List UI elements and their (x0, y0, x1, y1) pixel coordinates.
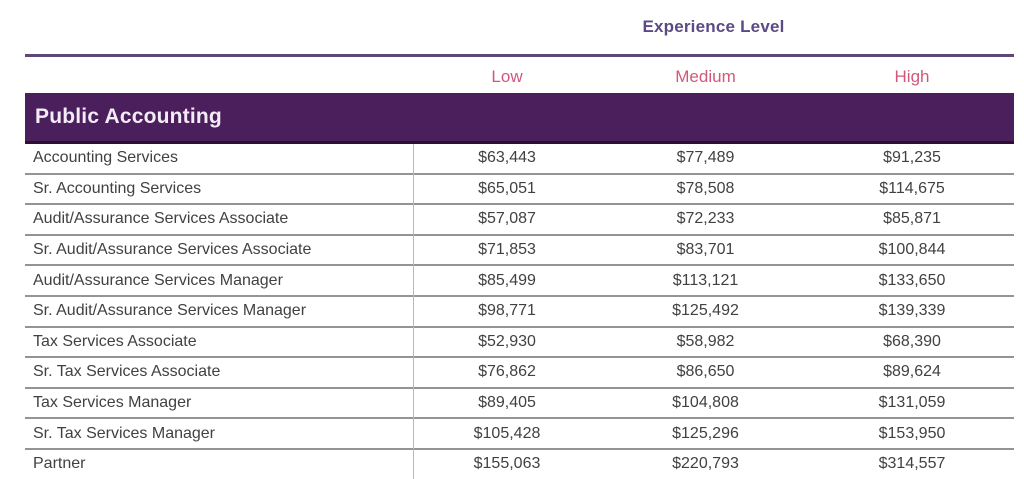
cell-high: $91,235 (883, 149, 941, 167)
cell-low: $155,063 (473, 455, 541, 473)
section-title: Public Accounting (35, 105, 222, 128)
cell-medium: $77,489 (676, 149, 735, 167)
cell-high: $153,950 (878, 424, 946, 442)
cell-low: $98,771 (478, 302, 536, 320)
table-row: Accounting Services $63,443 $77,489 $91,… (25, 144, 1014, 175)
table-row: Tax Services Manager $89,405 $104,808 $1… (25, 389, 1014, 420)
row-label: Sr. Tax Services Manager (33, 424, 216, 442)
row-label: Partner (33, 455, 86, 473)
cell-low: $76,862 (478, 363, 536, 381)
cell-high: $131,059 (878, 394, 946, 412)
cell-high: $85,871 (883, 210, 941, 228)
label-column-divider (413, 144, 414, 479)
row-label: Sr. Audit/Assurance Services Associate (33, 241, 312, 259)
experience-level-group-label: Experience Level (642, 17, 785, 36)
cell-medium: $104,808 (672, 394, 739, 412)
table-row: Sr. Tax Services Manager $105,428 $125,2… (25, 419, 1014, 450)
row-label: Accounting Services (33, 149, 178, 167)
column-header-low: Low (491, 67, 523, 86)
cell-medium: $86,650 (676, 363, 735, 381)
cell-high: $68,390 (883, 332, 941, 350)
cell-medium: $220,793 (672, 455, 739, 473)
table-row: Audit/Assurance Services Manager $85,499… (25, 266, 1014, 297)
row-label: Audit/Assurance Services Manager (33, 271, 283, 289)
cell-low: $71,853 (478, 241, 536, 259)
row-label: Sr. Tax Services Associate (33, 363, 221, 381)
salary-table: Accounting Services $63,443 $77,489 $91,… (25, 144, 1014, 479)
cell-high: $89,624 (883, 363, 941, 381)
cell-medium: $113,121 (672, 271, 739, 289)
cell-low: $85,499 (478, 271, 536, 289)
table-row: Sr. Audit/Assurance Services Manager $98… (25, 297, 1014, 328)
table-row: Tax Services Associate $52,930 $58,982 $… (25, 328, 1014, 359)
cell-high: $139,339 (878, 302, 946, 320)
column-headers: Low Medium High (413, 66, 1014, 88)
cell-medium: $58,982 (676, 332, 735, 350)
table-row: Partner $155,063 $220,793 $314,557 (25, 450, 1014, 479)
table-row: Sr. Accounting Services $65,051 $78,508 … (25, 175, 1014, 206)
cell-high: $314,557 (878, 455, 946, 473)
row-label: Sr. Audit/Assurance Services Manager (33, 302, 307, 320)
section-header-bar: Public Accounting (25, 93, 1014, 144)
cell-high: $100,844 (878, 241, 946, 259)
column-header-medium: Medium (675, 67, 736, 86)
cell-high: $133,650 (878, 271, 946, 289)
row-label: Tax Services Manager (33, 394, 192, 412)
header-rule (25, 54, 1014, 57)
cell-low: $89,405 (478, 394, 536, 412)
cell-high: $114,675 (879, 179, 945, 197)
row-label: Audit/Assurance Services Associate (33, 210, 289, 228)
cell-low: $52,930 (478, 332, 536, 350)
row-label: Sr. Accounting Services (33, 179, 202, 197)
cell-medium: $125,492 (672, 302, 739, 320)
cell-medium: $125,296 (672, 424, 739, 442)
cell-medium: $83,701 (676, 241, 735, 259)
table-row: Sr. Audit/Assurance Services Associate $… (25, 236, 1014, 267)
row-label: Tax Services Associate (33, 332, 197, 350)
cell-medium: $72,233 (676, 210, 735, 228)
cell-low: $65,051 (478, 179, 536, 197)
table-row: Sr. Tax Services Associate $76,862 $86,6… (25, 358, 1014, 389)
column-header-high: High (894, 67, 930, 86)
cell-low: $63,443 (478, 149, 536, 167)
cell-low: $105,428 (473, 424, 541, 442)
cell-medium: $78,508 (676, 179, 735, 197)
table-row: Audit/Assurance Services Associate $57,0… (25, 205, 1014, 236)
cell-low: $57,087 (478, 210, 536, 228)
